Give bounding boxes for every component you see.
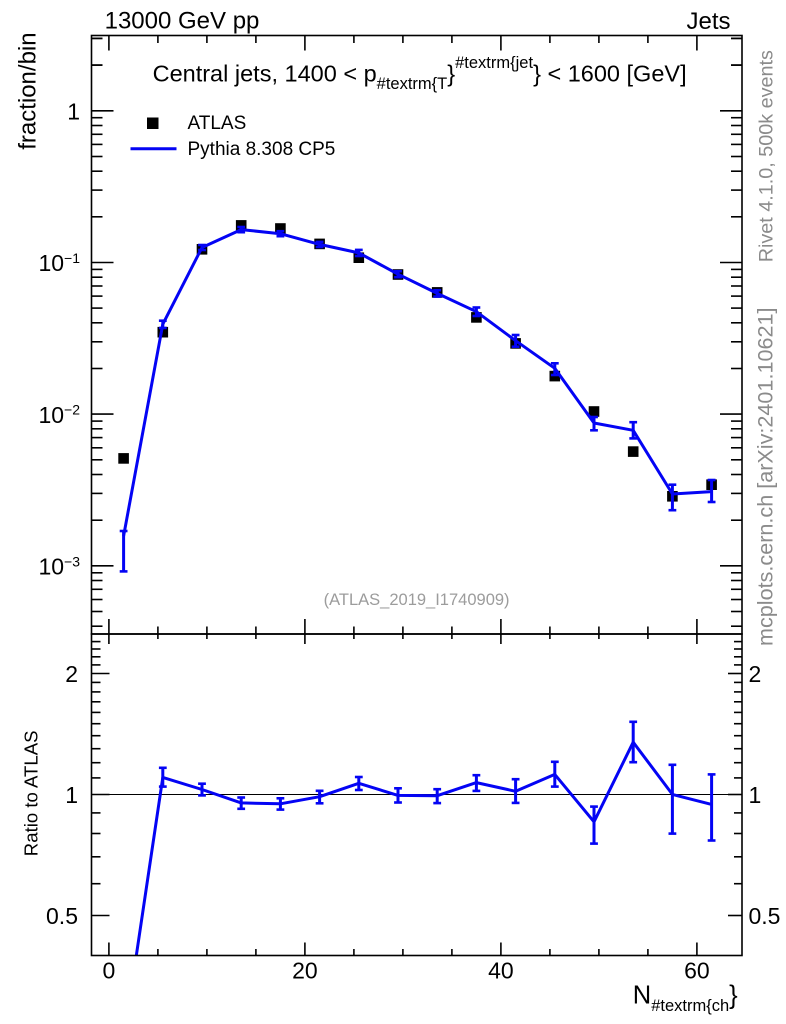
svg-text:mcplots.cern.ch [arXiv:2401.10: mcplots.cern.ch [arXiv:2401.10621] (753, 308, 778, 647)
svg-text:20: 20 (292, 957, 318, 983)
svg-text:ATLAS: ATLAS (188, 113, 247, 134)
svg-text:fraction/bin: fraction/bin (15, 32, 42, 149)
svg-text:Pythia 8.308 CP5: Pythia 8.308 CP5 (188, 139, 336, 160)
svg-text:0.5: 0.5 (46, 903, 78, 929)
svg-text:2: 2 (65, 661, 78, 687)
svg-text:60: 60 (684, 957, 710, 983)
svg-text:0: 0 (103, 957, 116, 983)
svg-text:1: 1 (749, 782, 762, 808)
svg-text:1: 1 (65, 782, 78, 808)
svg-text:2: 2 (749, 661, 762, 687)
svg-text:40: 40 (488, 957, 514, 983)
svg-text:13000 GeV pp: 13000 GeV pp (105, 8, 260, 35)
svg-text:Ratio to ATLAS: Ratio to ATLAS (21, 730, 42, 856)
svg-text:1: 1 (67, 98, 80, 124)
svg-text:0.5: 0.5 (749, 903, 781, 929)
svg-text:(ATLAS_2019_I1740909): (ATLAS_2019_I1740909) (324, 591, 510, 609)
svg-text:10−3: 10−3 (38, 553, 80, 579)
svg-text:Rivet 4.1.0, 500k events: Rivet 4.1.0, 500k events (756, 50, 778, 262)
svg-text:Jets: Jets (686, 8, 730, 35)
